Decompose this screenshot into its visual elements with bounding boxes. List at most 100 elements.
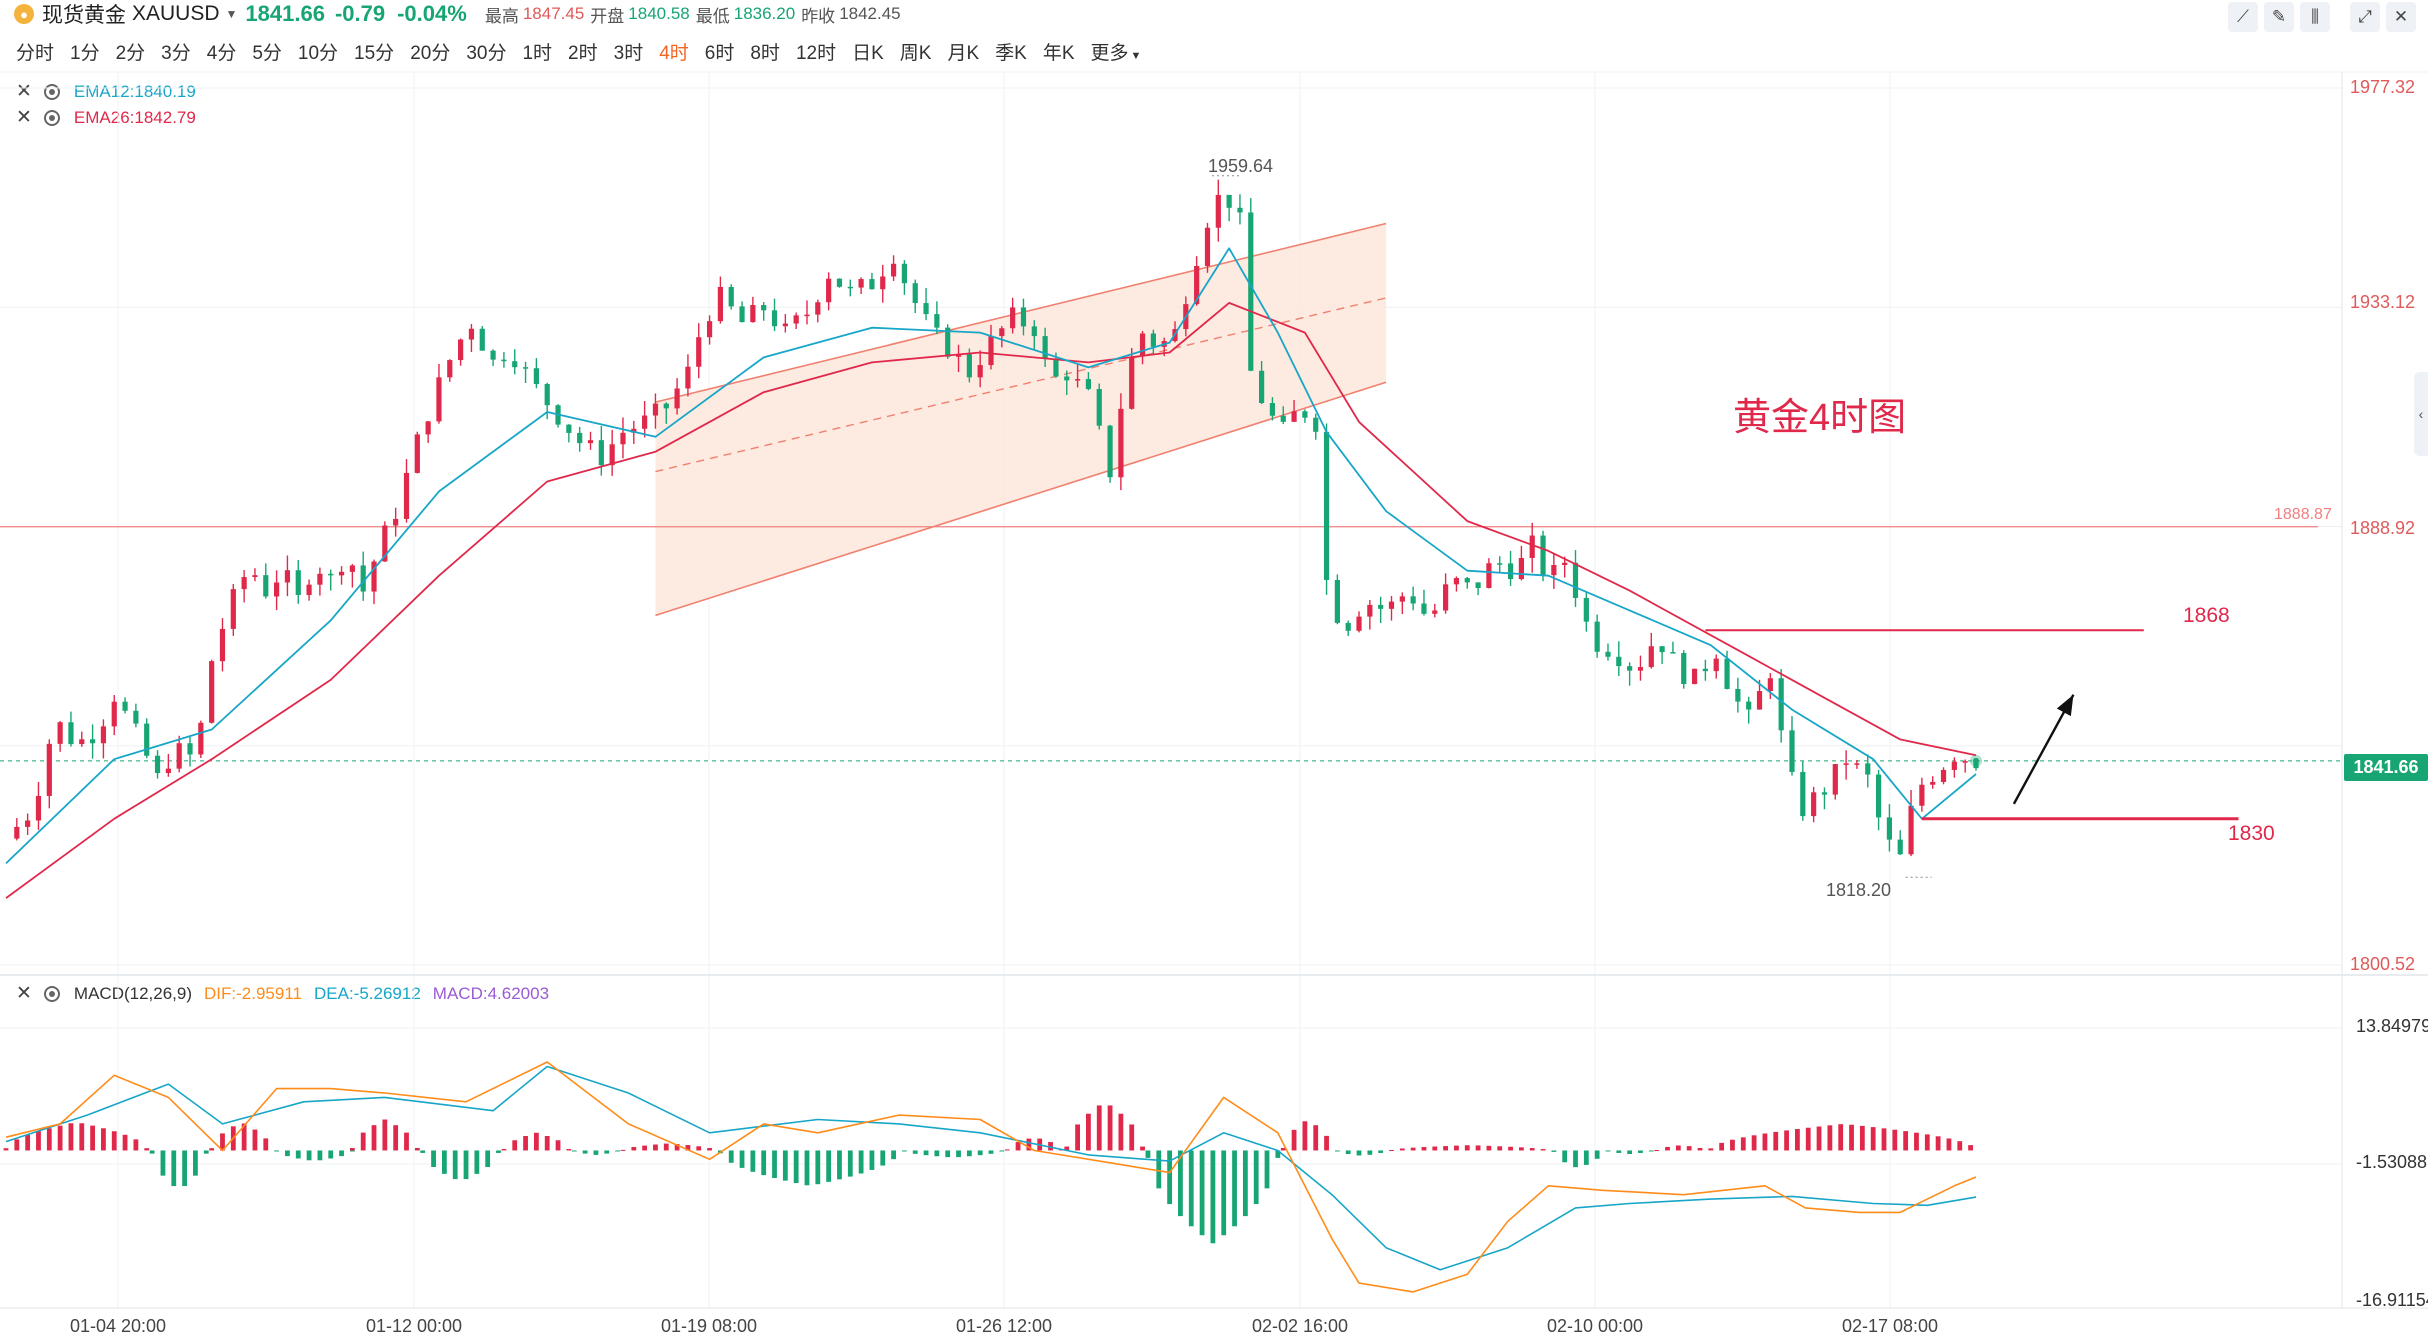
candle-body (252, 575, 258, 578)
macd-histogram-bar (1188, 1150, 1194, 1227)
dea-line (5, 1065, 1977, 1271)
macd-histogram-bar (544, 1136, 550, 1151)
macd-histogram-bar (90, 1125, 95, 1151)
candle-body (1854, 763, 1860, 765)
candle-body (241, 577, 247, 590)
candle-body (901, 263, 908, 284)
macd-histogram-bar (620, 1149, 626, 1151)
macd-histogram-bar (1740, 1137, 1746, 1151)
remove-indicator-close-icon[interactable]: ✕ (16, 983, 32, 1004)
macd-histogram-bar (339, 1150, 344, 1157)
period-tab[interactable]: 日K (852, 42, 884, 64)
macd-histogram-bar (1675, 1145, 1681, 1151)
candle-body (750, 305, 756, 323)
candle-body (1865, 763, 1871, 775)
symbol-name[interactable]: 现货黄金 (42, 4, 126, 27)
macd-histogram-bar (1432, 1146, 1438, 1151)
panel-collapse-chevron-icon[interactable]: ‹ (2414, 372, 2428, 456)
candle-body (771, 310, 778, 327)
line-tool-icon[interactable]: ⟋ (2228, 2, 2258, 32)
candle-body (425, 421, 431, 435)
remove-indicator-close-icon[interactable]: ✕ (16, 107, 32, 128)
pen-icon[interactable]: ✎ (2264, 2, 2294, 32)
macd-histogram-bar (1551, 1150, 1557, 1152)
macd-histogram-bar (956, 1150, 961, 1158)
macd-histogram-bar (1627, 1150, 1633, 1155)
time-axis-tick: 01-12 00:00 (365, 1316, 463, 1336)
candle-body (663, 403, 669, 409)
macd-histogram-bar (1903, 1131, 1909, 1151)
period-tab[interactable]: 20分 (410, 42, 451, 64)
macd-histogram-bar (642, 1145, 648, 1151)
macd-histogram-bar (496, 1150, 501, 1153)
macd-histogram-bar (1665, 1146, 1670, 1151)
macd-legend: ✕ MACD(12,26,9) DIF:-2.95911 DEA:-5.2691… (16, 982, 549, 1005)
period-tab[interactable]: 8时 (750, 42, 780, 64)
low-label: 最低 (695, 6, 730, 26)
remove-indicator-close-icon[interactable]: ✕ (16, 81, 32, 102)
candle-body (1605, 651, 1611, 657)
candle-body (739, 306, 745, 323)
candle-body (1724, 658, 1730, 689)
period-tab[interactable]: 10分 (297, 42, 339, 64)
macd-histogram-bar (1443, 1146, 1449, 1151)
period-tab[interactable]: 季K (995, 42, 1027, 64)
candle-body (1194, 266, 1200, 305)
macd-histogram-bar (306, 1150, 312, 1161)
period-tab[interactable]: 12时 (795, 42, 837, 64)
candle-body (1529, 535, 1535, 558)
candle-body (230, 589, 236, 629)
macd-histogram-bar (772, 1150, 777, 1178)
period-tab[interactable]: 2时 (568, 42, 598, 64)
symbol-code[interactable]: XAUUSD (132, 2, 220, 25)
period-tab[interactable]: 更多 ▼ (1090, 42, 1142, 64)
macd-histogram-bar (1242, 1150, 1248, 1217)
macd-histogram-bar (25, 1134, 31, 1151)
candle-body (176, 743, 182, 769)
candle-body (1821, 792, 1828, 795)
toggle-visibility-eye-icon[interactable] (43, 109, 60, 126)
macd-histogram-bar (252, 1129, 258, 1151)
macd-histogram-bar (209, 1148, 215, 1151)
period-tab[interactable]: 1分 (70, 42, 100, 64)
candle-type-icon[interactable]: ⫼ (2300, 2, 2330, 32)
channel-upper-line (655, 222, 1387, 403)
period-tab[interactable]: 3分 (161, 42, 191, 64)
close-icon[interactable]: ✕ (2386, 2, 2416, 32)
period-tab[interactable]: 年K (1042, 42, 1075, 64)
candle-body (1940, 769, 1947, 782)
time-axis-tick: 02-02 16:00 (1251, 1316, 1349, 1336)
candle-body (826, 278, 832, 303)
macd-histogram-bar (349, 1147, 355, 1151)
fullscreen-icon[interactable]: ⤢ (2350, 2, 2380, 32)
toggle-visibility-eye-icon[interactable] (43, 83, 60, 100)
period-tab[interactable]: 周K (899, 42, 932, 64)
macd-histogram-bar (274, 1150, 280, 1152)
level-1830-label: 1830 (2228, 822, 2275, 845)
period-tab[interactable]: 5分 (252, 42, 282, 64)
macd-histogram-bar (160, 1150, 166, 1176)
period-tab[interactable]: 6时 (704, 42, 735, 64)
symbol-dropdown-chevron-icon[interactable]: ▼ (225, 7, 238, 21)
period-tab[interactable]: 4时 (659, 42, 689, 64)
macd-histogram-bar (945, 1150, 951, 1158)
macd-histogram-bar (1648, 1150, 1654, 1152)
macd-histogram-bar (571, 1150, 577, 1152)
macd-histogram-bar (653, 1144, 658, 1151)
candle-body (306, 584, 312, 595)
period-tab[interactable]: 月K (947, 42, 980, 64)
toggle-visibility-eye-icon[interactable] (43, 985, 60, 1002)
period-tab[interactable]: 3时 (613, 42, 644, 64)
period-tab[interactable]: 30分 (466, 42, 507, 64)
period-tab[interactable]: 2分 (115, 42, 146, 64)
macd-histogram-bar (1914, 1132, 1919, 1151)
candle-body (1269, 403, 1276, 416)
candle-body (804, 314, 810, 317)
macd-histogram-bar (761, 1150, 767, 1176)
period-tab[interactable]: 4分 (206, 42, 237, 64)
period-tab[interactable]: 分时 (16, 42, 55, 64)
period-tab[interactable]: 1时 (522, 42, 553, 64)
candle-body (1648, 646, 1654, 668)
period-tab[interactable]: 15分 (354, 42, 395, 64)
